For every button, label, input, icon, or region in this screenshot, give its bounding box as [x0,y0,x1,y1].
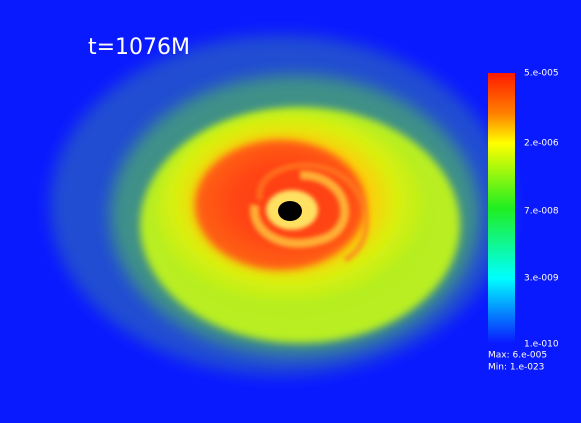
colorbar-tick-label: 7.e-008 [524,207,559,217]
colorbar-tick-label: 1.e-010 [524,340,559,350]
colorbar-tick-label: 3.e-009 [524,274,559,284]
colorbar-min: Min: 1.e-023 [488,363,544,373]
time-label: t=1076M [88,35,190,60]
colorbar [488,73,515,343]
spiral-arm [249,170,350,248]
colorbar-max: Max: 6.e-005 [488,351,547,361]
colorbar-tick-label: 2.e-006 [524,139,559,149]
colorbar-tick-label: 5.e-005 [524,69,559,79]
spiral-arm [256,162,370,263]
black-hole [278,201,302,221]
